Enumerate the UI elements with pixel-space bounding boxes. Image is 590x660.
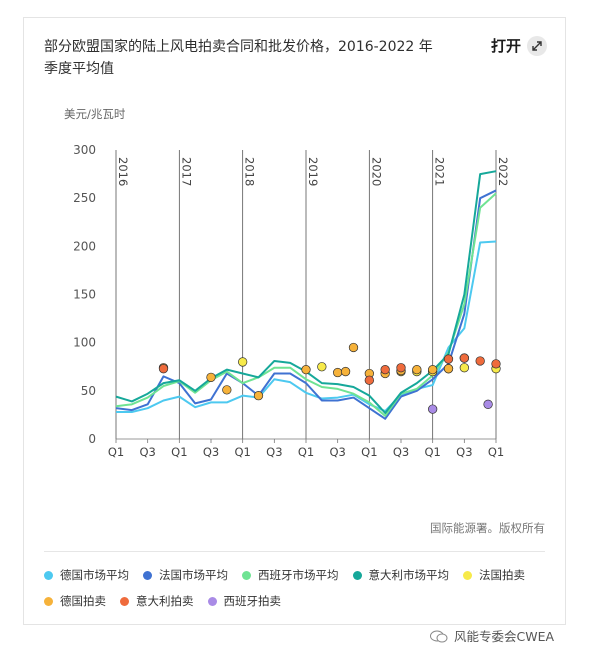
x-tick-label: Q1 xyxy=(171,445,187,459)
x-tick-label: Q3 xyxy=(393,445,409,459)
auction-point-de_auction xyxy=(253,391,264,401)
y-tick-label: 100 xyxy=(73,336,96,350)
auction-point-it_auction xyxy=(459,353,469,363)
x-tick-label: Q3 xyxy=(139,445,155,459)
x-tick-label: Q1 xyxy=(108,445,124,459)
chart-card: 部分欧盟国家的陆上风电拍卖合同和批发价格，2016-2022 年季度平均值 打开… xyxy=(23,17,566,625)
source-note: 国际能源署。版权所有 xyxy=(430,521,545,535)
legend-swatch xyxy=(463,570,472,580)
auction-point-de_auction xyxy=(340,366,351,377)
watermark: 风能专委会CWEA xyxy=(430,626,554,645)
x-tick-label: Q1 xyxy=(234,445,250,459)
line-chart: 0 50 100 150 200 250 300 2016 2017 2018 2019 2020 20… xyxy=(73,143,510,459)
x-tick-label: Q3 xyxy=(456,445,472,459)
auction-point-de_auction xyxy=(222,385,232,395)
chart-title: 部分欧盟国家的陆上风电拍卖合同和批发价格，2016-2022 年季度平均值 xyxy=(44,39,433,77)
auction-point-de_auction xyxy=(301,364,311,375)
auction-point-de_auction xyxy=(428,364,438,375)
chart-legend: 德国市场平均 法国市场平均 西班牙市场平均 意大利市场平均 法国拍卖德国拍卖 意大利拍卖 西… xyxy=(44,567,544,609)
legend-swatch xyxy=(143,570,152,580)
legend-label: 意大利拍卖 xyxy=(136,594,194,608)
y-tick-label: 150 xyxy=(73,288,96,302)
series-line-de_avg xyxy=(116,240,497,414)
x-tick-label: Q1 xyxy=(424,445,440,459)
y-tick-label: 300 xyxy=(73,143,96,157)
divider xyxy=(44,551,545,552)
year-label: 2017 xyxy=(179,157,193,186)
y-tick-label: 0 xyxy=(88,432,96,446)
auction-point-de_auction xyxy=(333,367,343,378)
legend-label: 意大利市场平均 xyxy=(368,568,450,582)
year-label: 2022 xyxy=(496,157,510,186)
legend-item-de_avg: 德国市场平均 xyxy=(44,567,129,583)
year-label: 2016 xyxy=(116,157,130,186)
legend-swatch xyxy=(120,596,129,606)
y-tick-label: 250 xyxy=(73,191,96,205)
open-button[interactable]: 打开 xyxy=(491,35,547,56)
legend-swatch xyxy=(242,570,251,580)
auction-point-de_auction xyxy=(206,372,216,382)
auction-point-it_auction xyxy=(380,364,390,375)
wechat-icon xyxy=(430,630,448,642)
legend-label: 德国拍卖 xyxy=(60,594,106,608)
year-label: 2019 xyxy=(306,157,320,186)
legend-item-it_avg: 意大利市场平均 xyxy=(352,567,450,583)
auction-point-de_auction xyxy=(443,364,454,374)
auction-point-fr_auction xyxy=(317,362,327,372)
auction-point-de_auction xyxy=(348,342,359,353)
legend-swatch xyxy=(44,596,53,606)
auction-point-it_auction xyxy=(475,356,485,366)
auction-point-fr_auction xyxy=(238,357,248,367)
legend-swatch xyxy=(352,570,362,580)
legend-label: 法国市场平均 xyxy=(159,568,228,582)
legend-item-fr_auction: 法国拍卖 xyxy=(463,567,525,583)
legend-item-de_auction: 德国拍卖 xyxy=(44,593,106,609)
auction-point-it_auction xyxy=(158,364,169,374)
y-tick-label: 200 xyxy=(73,239,96,253)
x-tick-label: Q1 xyxy=(488,445,504,459)
y-tick-label: 50 xyxy=(81,384,96,398)
auction-point-it_auction xyxy=(443,354,454,364)
x-tick-label: Q3 xyxy=(266,445,282,459)
legend-item-es_avg: 西班牙市场平均 xyxy=(242,567,339,583)
year-label: 2018 xyxy=(243,157,257,186)
open-label: 打开 xyxy=(490,37,521,55)
x-tick-label: Q3 xyxy=(203,445,219,459)
x-tick-label: Q1 xyxy=(298,445,314,459)
auction-point-es_auction xyxy=(428,404,438,414)
watermark-text: 风能专委会CWEA xyxy=(454,629,555,644)
series-line-fr_avg xyxy=(115,189,497,420)
x-tick-label: Q1 xyxy=(361,445,377,459)
legend-item-it_auction: 意大利拍卖 xyxy=(120,593,194,609)
year-label: 2021 xyxy=(433,157,447,186)
year-label: 2020 xyxy=(369,157,383,186)
legend-swatch xyxy=(207,596,217,606)
legend-swatch xyxy=(44,570,53,580)
legend-item-es_auction: 西班牙拍卖 xyxy=(207,593,282,609)
legend-label: 德国市场平均 xyxy=(60,568,129,582)
legend-label: 法国拍卖 xyxy=(479,568,525,582)
expand-icon xyxy=(527,35,547,56)
auction-point-it_auction xyxy=(491,359,501,369)
auction-point-it_auction xyxy=(396,363,406,373)
auction-point-de_auction xyxy=(412,364,422,375)
auction-point-it_auction xyxy=(364,375,374,385)
legend-item-fr_avg: 法国市场平均 xyxy=(143,567,228,583)
auction-point-es_auction xyxy=(483,399,493,409)
x-tick-label: Q3 xyxy=(329,445,345,459)
auction-point-fr_auction xyxy=(459,363,469,373)
legend-label: 西班牙拍卖 xyxy=(223,594,282,608)
y-axis-label: 美元/兆瓦时 xyxy=(64,107,126,121)
legend-label: 西班牙市场平均 xyxy=(258,568,339,582)
